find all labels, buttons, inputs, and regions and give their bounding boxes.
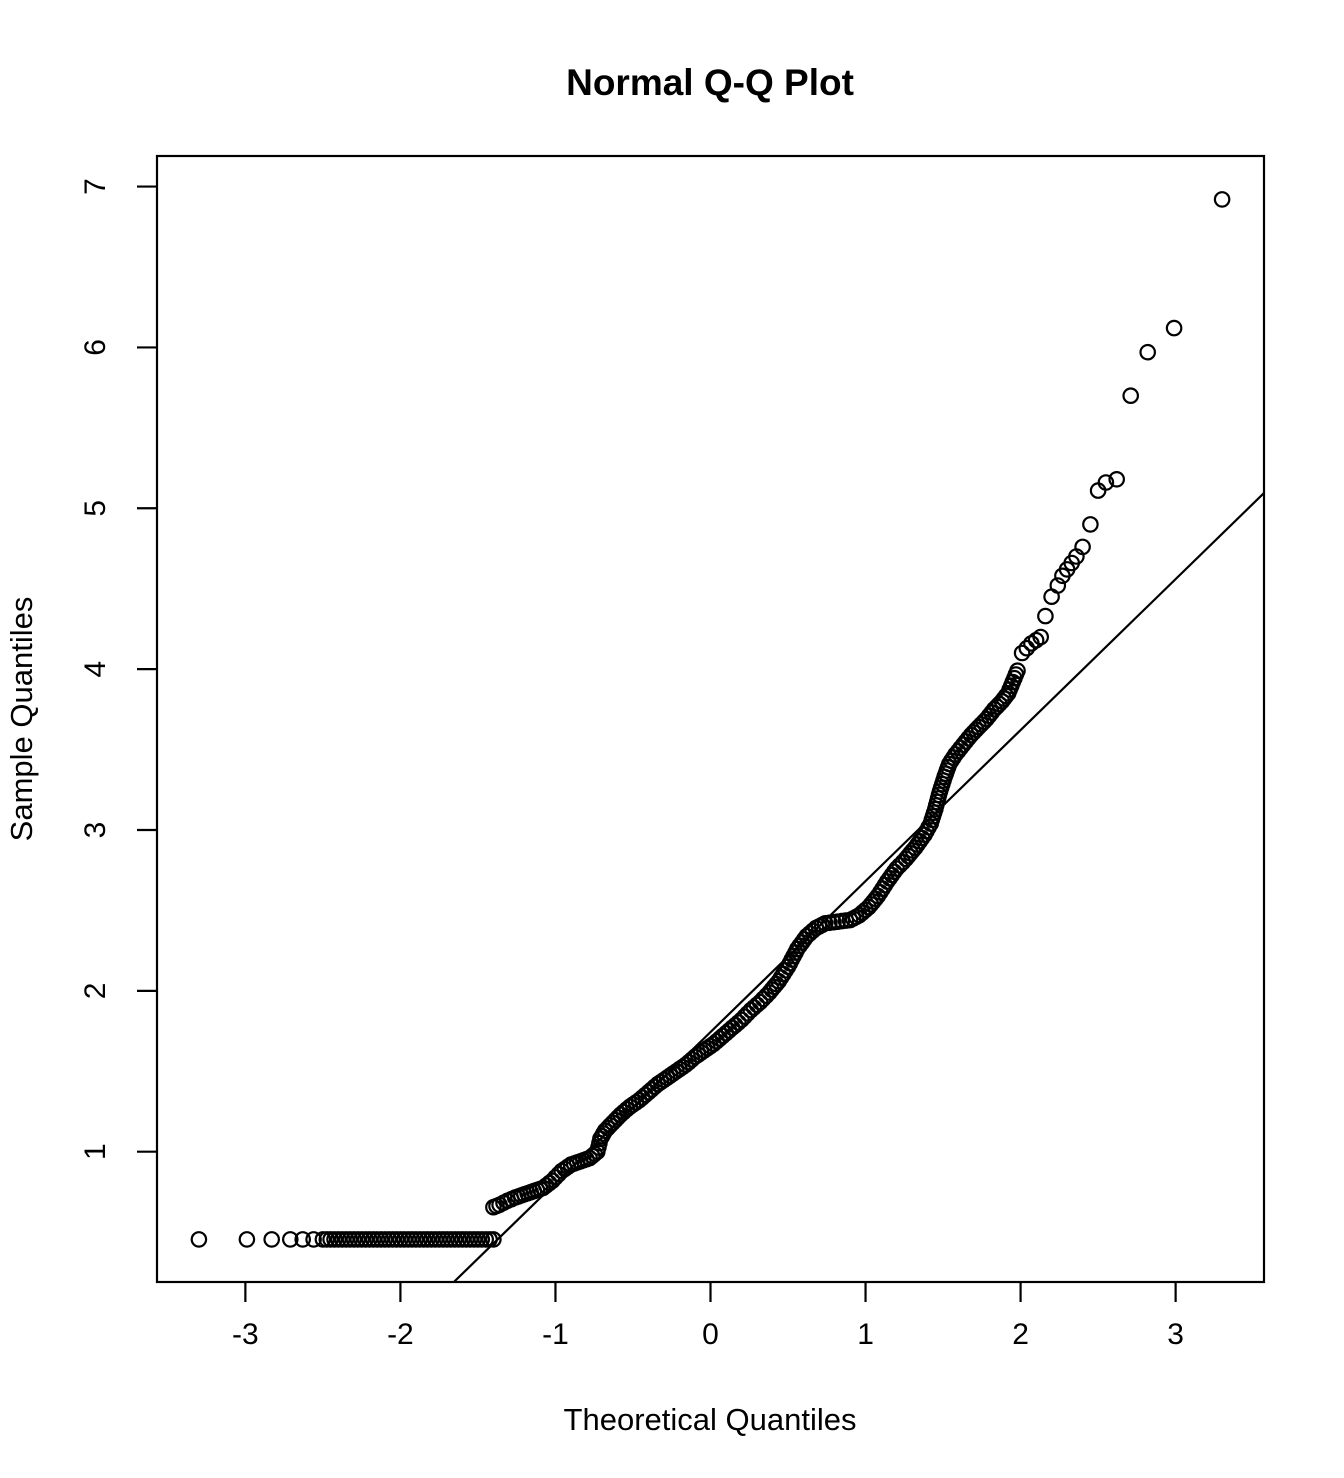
- data-point: [190, 1231, 208, 1248]
- data-point: [1139, 343, 1156, 361]
- y-tick-label: 1: [79, 1143, 112, 1160]
- data-point: [294, 1231, 311, 1248]
- x-tick-label: -1: [542, 1318, 569, 1351]
- data-point: [1013, 644, 1031, 662]
- data-point: [1074, 538, 1091, 556]
- data-point: [1213, 191, 1231, 208]
- data-point: [1009, 662, 1026, 679]
- data-point: [1082, 516, 1099, 533]
- x-tick-label: 2: [1012, 1318, 1029, 1351]
- y-tick-label: 2: [79, 983, 112, 1000]
- data-point: [263, 1231, 280, 1248]
- data-point: [1049, 577, 1067, 594]
- x-axis-ticks: -3 -2 -1 0 1 2 3: [232, 1282, 1184, 1351]
- data-point: [305, 1231, 322, 1248]
- qq-data-points: [190, 191, 1231, 1248]
- x-axis-label: Theoretical Quantiles: [564, 1402, 857, 1437]
- chart-title: Normal Q-Q Plot: [566, 62, 854, 103]
- data-point: [1032, 628, 1049, 646]
- data-point: [485, 1231, 502, 1248]
- data-point: [1027, 631, 1045, 649]
- y-tick-label: 5: [79, 500, 112, 517]
- y-axis-ticks: 1 2 3 4 5 6 7: [79, 178, 157, 1160]
- data-point: [1165, 319, 1183, 337]
- data-point: [1108, 470, 1125, 488]
- data-point: [238, 1231, 256, 1248]
- y-tick-label: 3: [79, 822, 112, 839]
- y-tick-label: 4: [79, 661, 112, 678]
- data-point: [995, 690, 1013, 707]
- data-point: [281, 1231, 299, 1248]
- y-tick-label: 7: [79, 178, 112, 195]
- x-tick-label: 1: [857, 1318, 874, 1351]
- x-tick-label: -3: [232, 1318, 259, 1351]
- y-tick-label: 6: [79, 339, 112, 356]
- x-tick-label: 0: [702, 1318, 719, 1351]
- x-tick-label: 3: [1167, 1318, 1184, 1351]
- x-tick-label: -2: [387, 1318, 414, 1351]
- data-point: [1122, 387, 1139, 404]
- data-point: [1097, 474, 1115, 491]
- data-point: [1037, 607, 1054, 625]
- y-axis-label: Sample Quantiles: [4, 597, 39, 842]
